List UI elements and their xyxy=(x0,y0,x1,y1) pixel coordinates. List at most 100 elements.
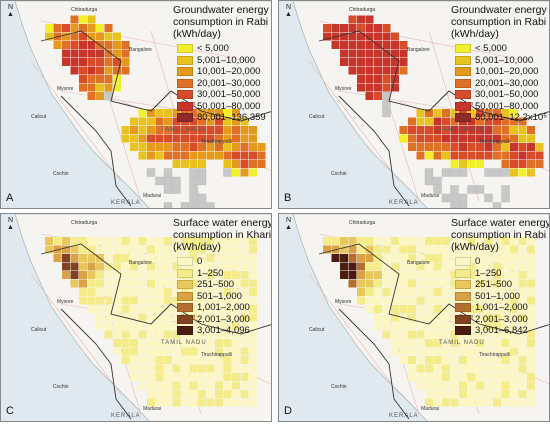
grid-cell xyxy=(223,305,232,313)
grid-cell xyxy=(416,143,425,151)
grid-cell xyxy=(172,322,181,330)
grid-cell xyxy=(365,58,374,66)
grid-cell xyxy=(232,134,240,143)
grid-cell xyxy=(113,49,121,58)
grid-cell xyxy=(104,296,113,305)
legend-swatch xyxy=(177,257,193,267)
no-data-cell xyxy=(441,168,451,177)
grid-cell xyxy=(87,75,96,83)
grid-cell xyxy=(147,237,155,245)
grid-cell xyxy=(181,339,189,347)
grid-cell xyxy=(87,262,96,271)
grid-cell xyxy=(172,339,181,347)
no-data-cell xyxy=(163,168,173,177)
grid-cell xyxy=(155,134,164,143)
grid-cell xyxy=(181,143,189,151)
grid-cell xyxy=(416,339,425,347)
grid-cell xyxy=(215,373,223,381)
grid-cell xyxy=(433,151,442,160)
grid-cell xyxy=(206,254,215,262)
grid-cell xyxy=(206,134,215,143)
place-label-chitradurga: Chitradurga xyxy=(71,220,98,226)
north-arrow-icon: N ▲ xyxy=(7,217,14,231)
north-label: N xyxy=(7,4,13,11)
grid-cell xyxy=(450,126,459,134)
grid-cell xyxy=(79,279,87,288)
grid-cell xyxy=(155,117,164,126)
grid-cell xyxy=(240,245,249,254)
grid-cell xyxy=(147,390,155,398)
grid-cell xyxy=(408,262,416,271)
grid-cell xyxy=(198,271,206,279)
grid-cell xyxy=(510,313,518,322)
grid-cell xyxy=(164,126,172,134)
grid-cell xyxy=(433,237,442,245)
grid-cell xyxy=(467,322,476,330)
grid-cell xyxy=(164,134,172,143)
no-data-cell xyxy=(223,168,232,177)
grid-cell xyxy=(155,339,164,347)
grid-cell xyxy=(442,143,450,151)
sea-area xyxy=(279,1,428,208)
grid-cell xyxy=(121,288,130,296)
grid-cell xyxy=(189,347,198,356)
no-data-cell xyxy=(382,108,391,118)
grid-cell xyxy=(96,75,104,83)
no-data-cell xyxy=(501,185,510,194)
legend-item: 5,001–10,000 xyxy=(455,55,547,67)
grid-cell xyxy=(249,347,257,356)
grid-cell xyxy=(113,262,121,271)
legend-item: 80,001–12.2x10⁵ xyxy=(455,112,547,124)
no-data-cell xyxy=(484,193,493,203)
grid-cell xyxy=(399,126,408,134)
grid-cell xyxy=(527,168,535,177)
grid-cell xyxy=(365,92,374,100)
grid-cell xyxy=(518,330,527,339)
grid-cell xyxy=(198,279,206,288)
grid-cell xyxy=(510,254,518,262)
grid-cell xyxy=(501,245,510,254)
grid-cell xyxy=(501,262,510,271)
grid-cell xyxy=(198,117,206,126)
grid-cell xyxy=(215,322,223,330)
grid-cell xyxy=(138,237,147,245)
grid-cell xyxy=(70,237,79,245)
grid-cell xyxy=(181,390,189,398)
grid-cell xyxy=(96,32,104,41)
grid-cell xyxy=(510,168,518,177)
grid-cell xyxy=(215,296,223,305)
grid-cell xyxy=(501,313,510,322)
grid-cell xyxy=(232,347,240,356)
grid-cell xyxy=(96,288,104,296)
grid-cell xyxy=(164,237,172,245)
grid-cell xyxy=(104,313,113,322)
legend-label: 251–500 xyxy=(475,279,512,291)
grid-cell xyxy=(433,288,442,296)
grid-cell xyxy=(240,390,249,398)
grid-cell xyxy=(450,356,459,364)
grid-cell xyxy=(138,279,147,288)
legend-swatch xyxy=(177,291,193,301)
place-label-tiruchirappalli: Tiruchirappalli xyxy=(479,352,510,358)
grid-cell xyxy=(442,237,450,245)
grid-cell xyxy=(365,262,374,271)
grid-cell xyxy=(79,32,87,41)
legend-item: 10,001–20,000 xyxy=(455,66,547,78)
grid-cell xyxy=(206,313,215,322)
legend-item: 5,001–10,000 xyxy=(177,55,266,67)
grid-cell xyxy=(501,373,510,381)
grid-cell xyxy=(206,373,215,381)
place-label-mysore: Mysore xyxy=(57,86,74,92)
grid-cell xyxy=(215,330,223,339)
grid-cell xyxy=(198,237,206,245)
grid-cell xyxy=(459,109,467,117)
grid-cell xyxy=(501,364,510,373)
grid-cell xyxy=(527,288,535,296)
grid-cell xyxy=(365,41,374,49)
place-label-madurai: Madurai xyxy=(143,406,162,412)
grid-cell xyxy=(399,41,408,49)
grid-cell xyxy=(70,41,79,49)
grid-cell xyxy=(121,41,130,49)
grid-cell xyxy=(484,390,493,398)
grid-cell xyxy=(408,356,416,364)
